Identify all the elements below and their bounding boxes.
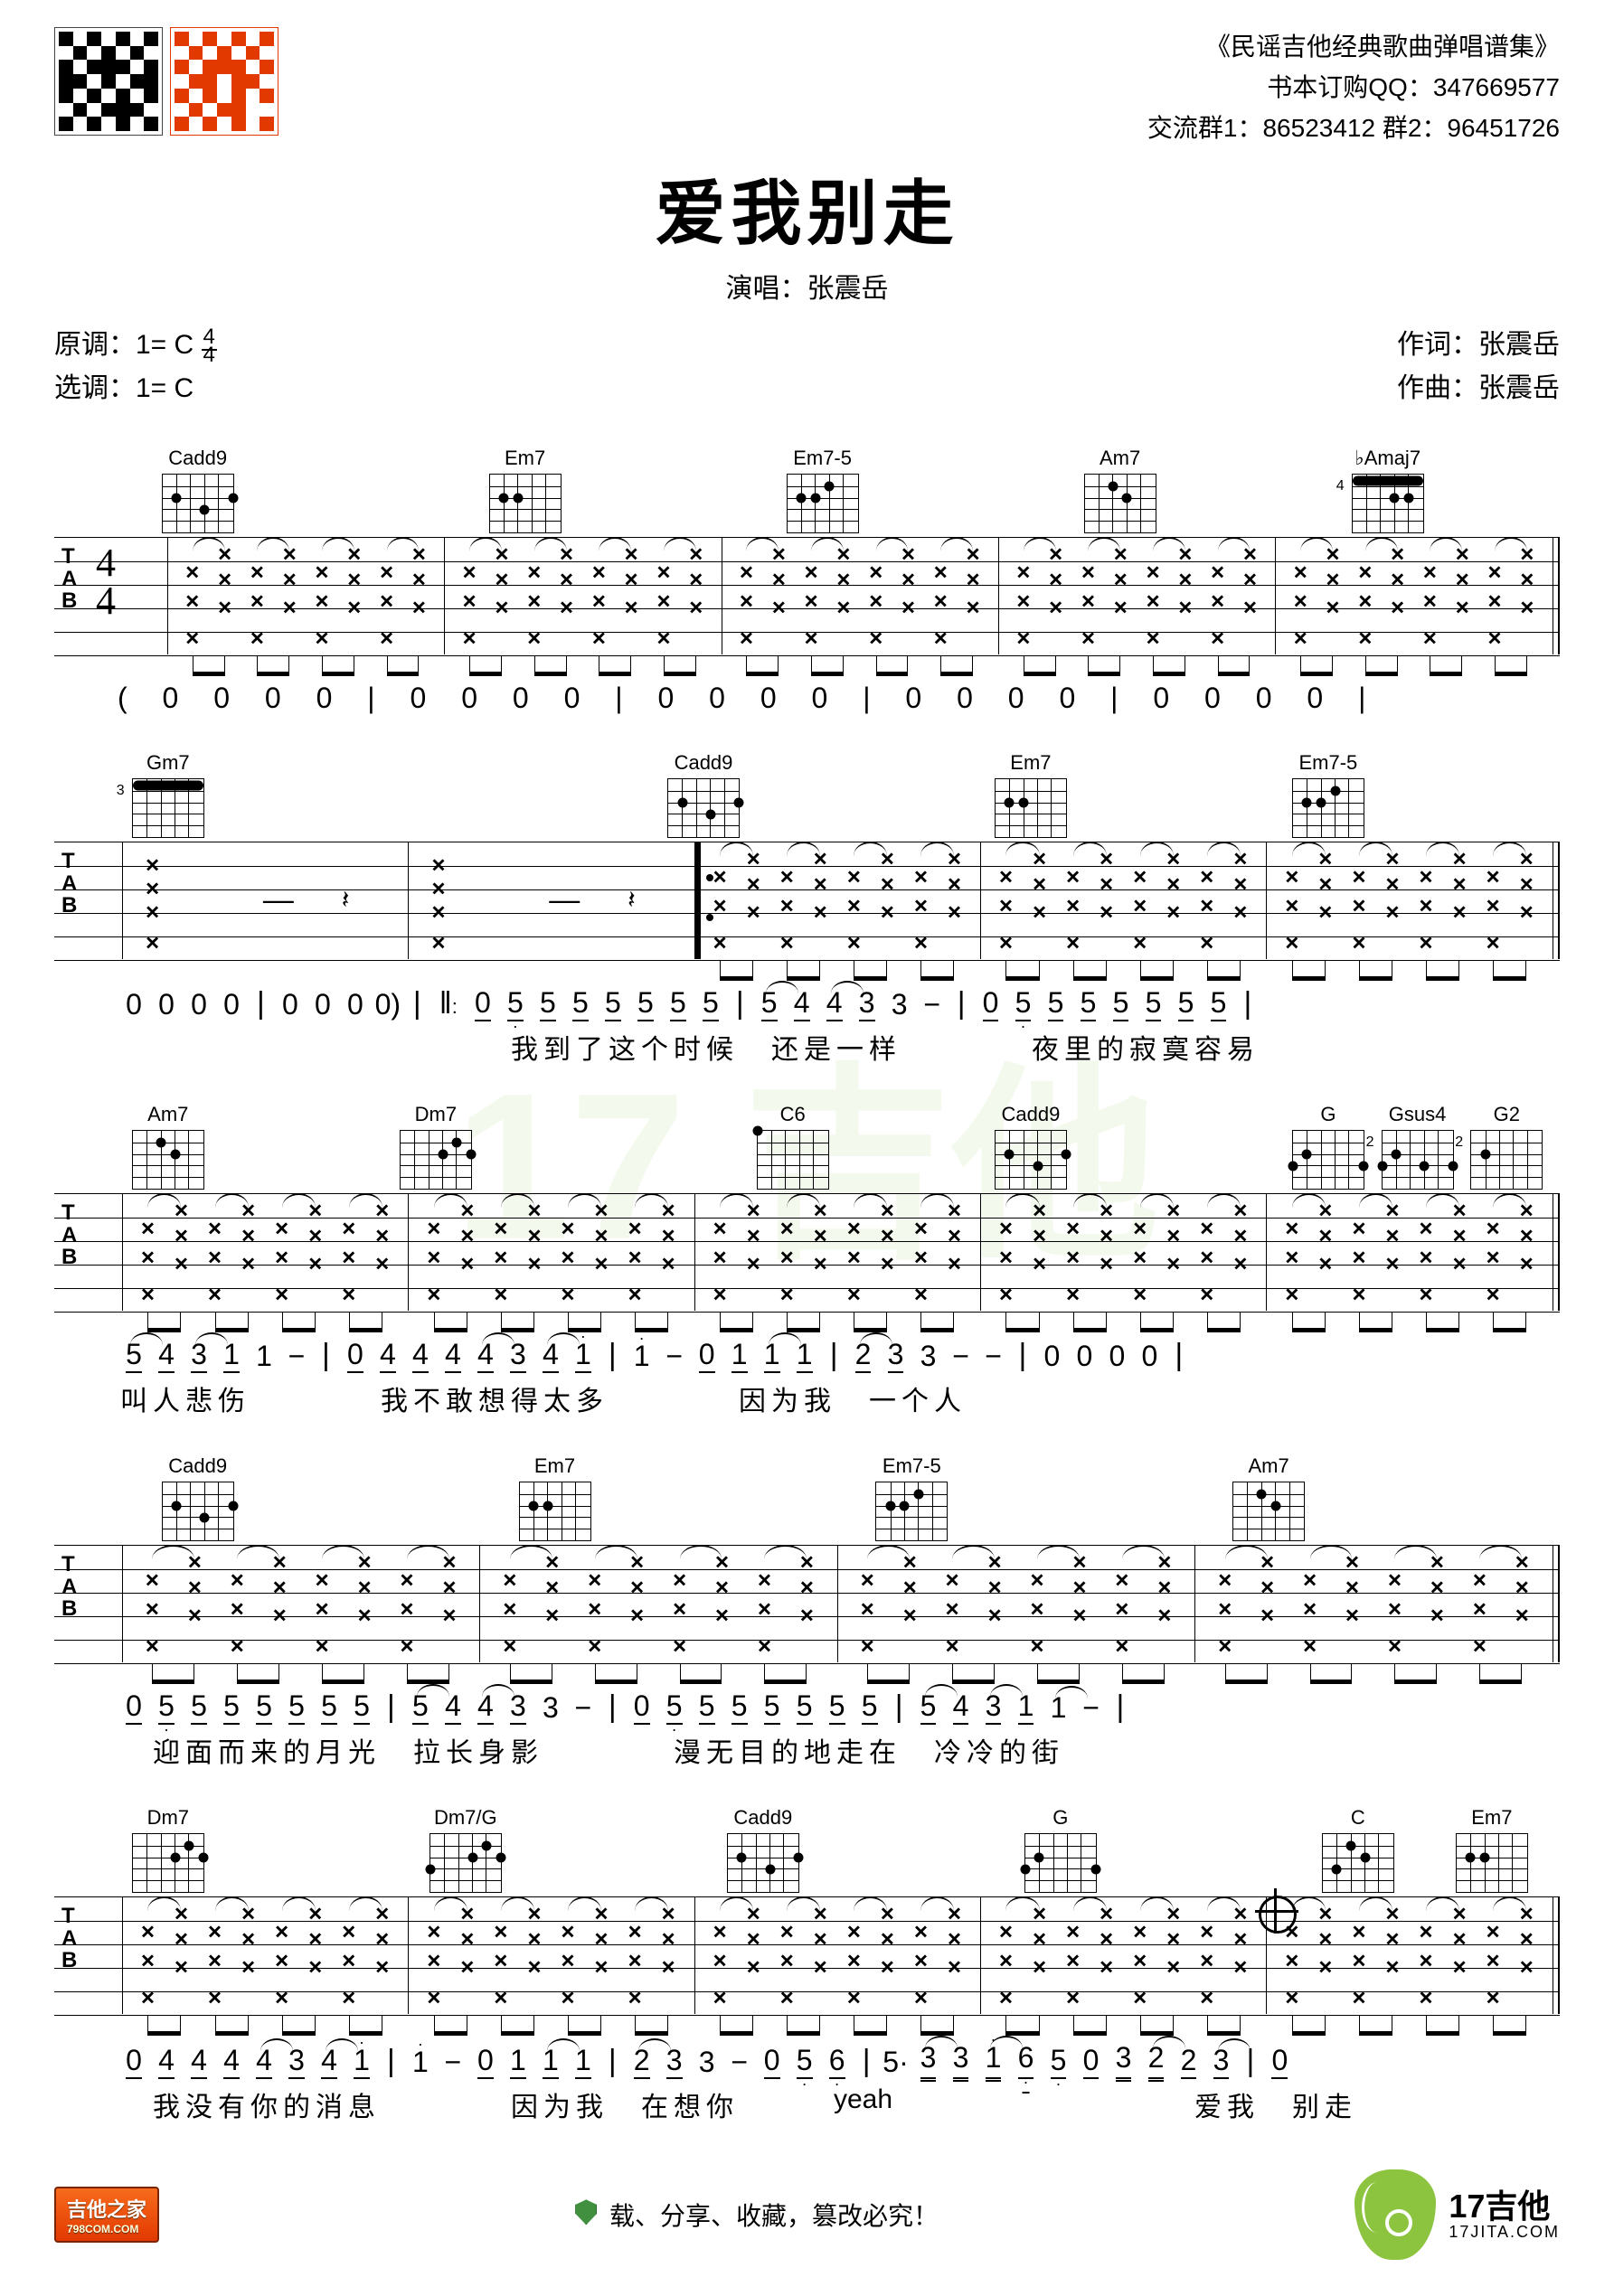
tab-staff: TAB×××××××××××××××××××××××××××××××××××××… <box>54 1896 1560 2014</box>
chord-G: G <box>1024 1806 1097 1893</box>
qr-wechat <box>54 27 163 136</box>
chord-Cadd9: Cadd9 <box>995 1103 1067 1190</box>
ghome-badge: 吉他之家 798COM.COM <box>54 2187 159 2243</box>
system-2: Gm73 Cadd9 Em7 Em7-5TAB—××××𝄽—××××𝄽××××××××… <box>54 751 1560 1067</box>
shield-icon <box>575 2199 597 2225</box>
selected-key: 选调：1= C <box>54 367 217 410</box>
tab-staff: TAB—××××𝄽—××××𝄽×××××××××××××××××××××××××… <box>54 842 1560 959</box>
system-3: Am7 Dm7 C6 Cadd9 GGsus42G22TAB××××××××××××××… <box>54 1103 1560 1418</box>
chord-row: Cadd9 Em7 Em7-5 Am7 <box>72 1454 1560 1545</box>
chord-Am7: Am7 <box>132 1103 204 1190</box>
footer: 吉他之家 798COM.COM 载、分享、收藏，篡改必究！ 17吉他 17JIT… <box>54 2169 1560 2260</box>
chord-Em7-5: Em7-5 <box>787 447 859 533</box>
jianpu-row: 54311−|04444341|1−0111|233−−|0000| <box>118 1338 1560 1373</box>
chord-Cadd9: Cadd9 <box>667 751 740 838</box>
composer: 作曲：张震岳 <box>1397 367 1560 410</box>
chord-Dm7: Dm7 <box>132 1806 204 1893</box>
lyric-row: 我到了这个时候还是一样夜里的寂寞容易 <box>118 1027 1560 1067</box>
original-key: 原调：1= C 44 <box>54 324 217 367</box>
tab-staff: TAB44×××××××××××××××××××××××××××××××××××… <box>54 537 1560 654</box>
system-1: Cadd9 Em7 Em7-5 Am7 ♭Amaj74TAB44××××××××××××… <box>54 447 1560 715</box>
jianpu-row: 04444341|1−0111|233−056|5·3316503223|0 <box>118 2041 1560 2079</box>
qr-taobao <box>170 27 278 136</box>
lyric-row: 叫人悲伤我不敢想得太多因为我一个人 <box>118 1379 1560 1418</box>
jianpu-row: 05555555|54433−|05555555|54311−| <box>118 1689 1560 1725</box>
chord-Am7: Am7 <box>1232 1454 1305 1541</box>
performer: 演唱：张震岳 <box>54 266 1560 306</box>
pick-icon <box>1354 2169 1436 2260</box>
chord-Cadd9: Cadd9 <box>727 1806 799 1893</box>
qr-codes <box>54 27 278 136</box>
chord-Cadd9: Cadd9 <box>162 447 234 533</box>
chord-row: Cadd9 Em7 Em7-5 Am7 ♭Amaj74 <box>72 447 1560 537</box>
jianpu-row: 0000|0000)|‖:05555555|54433−|05555555| <box>118 986 1560 1021</box>
chord-row: Am7 Dm7 C6 Cadd9 GGsus42G22 <box>72 1103 1560 1193</box>
chord-row: Gm73 Cadd9 Em7 Em7-5 <box>72 751 1560 842</box>
chord-Em7: Em7 <box>995 751 1067 838</box>
lyricist: 作词：张震岳 <box>1397 324 1560 367</box>
book-info: 《民谣吉他经典歌曲弹唱谱集》 书本订购QQ：347669577 交流群1：865… <box>1147 27 1560 148</box>
chord-Gm7: Gm73 <box>132 751 204 838</box>
jianpu-row: ( 0 0 0 0 | 0 0 0 0 | 0 0 0 0 | 0 0 0 0 … <box>118 682 1560 715</box>
chord-G: G <box>1292 1103 1364 1190</box>
group-line: 交流群1：86523412 群2：96451726 <box>1147 108 1560 149</box>
chord-Em7-5: Em7-5 <box>1292 751 1364 838</box>
chord-Am7: Am7 <box>1084 447 1156 533</box>
tab-staff: TAB×××××××××××××××××××××××××××××××××××××… <box>54 1193 1560 1311</box>
tab-staff: TAB×××××××××××××××××××××××××××××××××××××… <box>54 1545 1560 1662</box>
chord-♭Amaj7: ♭Amaj74 <box>1352 447 1424 533</box>
book-order: 书本订购QQ：347669577 <box>1147 68 1560 108</box>
chord-Dm7: Dm7 <box>400 1103 472 1190</box>
chord-Em7: Em7 <box>1456 1806 1528 1893</box>
lyric-row: 迎面而来的月光拉长身影漫无目的地走在冷冷的街 <box>118 1730 1560 1770</box>
chord-Em7: Em7 <box>519 1454 591 1541</box>
system-5: Dm7 Dm7/G Cadd9 G C Em7TAB×××××××××××××××××××… <box>54 1806 1560 2124</box>
chord-Dm7/G: Dm7/G <box>429 1806 502 1893</box>
chord-Gsus4: Gsus42 <box>1382 1103 1454 1190</box>
system-4: Cadd9 Em7 Em7-5 Am7TAB×××××××××××××××××××××… <box>54 1454 1560 1770</box>
chord-Em7: Em7 <box>489 447 562 533</box>
song-title: 爱我别走 <box>54 157 1560 259</box>
meta-row: 原调：1= C 44 选调：1= C 作词：张震岳 作曲：张震岳 <box>54 324 1560 410</box>
header-row: 《民谣吉他经典歌曲弹唱谱集》 书本订购QQ：347669577 交流群1：865… <box>54 27 1560 148</box>
chord-C6: C6 <box>757 1103 829 1190</box>
title-block: 爱我别走 演唱：张震岳 <box>54 157 1560 306</box>
book-title: 《民谣吉他经典歌曲弹唱谱集》 <box>1147 27 1560 68</box>
chord-C: C <box>1322 1806 1394 1893</box>
chord-G2: G22 <box>1470 1103 1543 1190</box>
chord-Cadd9: Cadd9 <box>162 1454 234 1541</box>
chord-row: Dm7 Dm7/G Cadd9 G C Em7 <box>72 1806 1560 1896</box>
chord-Em7-5: Em7-5 <box>875 1454 948 1541</box>
logo-17: 17吉他 17JITA.COM <box>1354 2169 1560 2260</box>
notice: 载、分享、收藏，篡改必究！ <box>575 2197 939 2233</box>
